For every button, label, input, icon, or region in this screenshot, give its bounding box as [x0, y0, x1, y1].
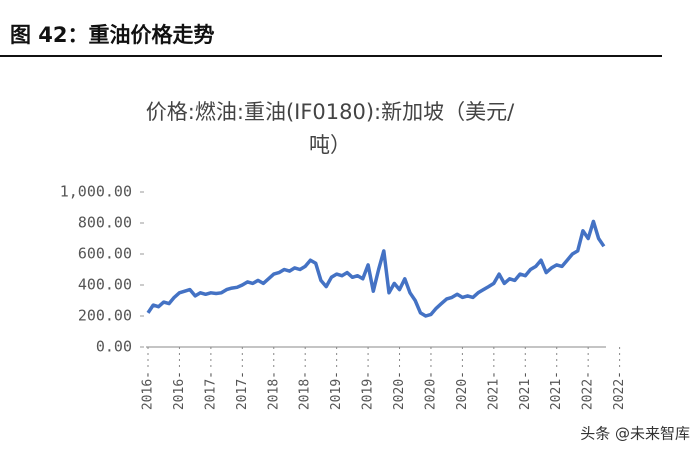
x-tick-label: 2019-: [361, 371, 376, 410]
x-tick-label: 2017-: [235, 371, 250, 410]
y-tick-label: 1,000.00: [60, 183, 132, 201]
x-tick-label: 2021-: [549, 371, 564, 410]
y-tick-label: 800.00: [78, 214, 132, 232]
y-tick-label: 0.00: [96, 338, 132, 356]
x-tick-label: 2021-: [486, 371, 501, 410]
x-tick-label: 2018-: [266, 371, 281, 410]
x-tick-label: 2020-: [455, 371, 470, 410]
y-tick-label: 400.00: [78, 276, 132, 294]
y-tick-label: 200.00: [78, 307, 132, 325]
x-tick-label: 2021-: [518, 371, 533, 410]
x-tick-label: 2022-: [612, 371, 627, 410]
x-tick-label: 2020-: [392, 371, 407, 410]
x-tick-label: 2019-: [329, 371, 344, 410]
chart-title: 价格:燃油:重油(IF0180):新加坡（美元/: [146, 100, 515, 124]
line-series: [146, 219, 606, 318]
x-tick-label: 2016-: [172, 371, 187, 410]
x-tick-label: 2020-: [423, 371, 438, 410]
chart-title: 吨）: [309, 133, 351, 157]
x-tick-label: 2022-: [581, 371, 596, 410]
figure-title: 图 42：重油价格走势: [10, 23, 215, 47]
x-tick-label: 2016-: [141, 371, 156, 410]
x-tick-label: 2017-: [203, 371, 218, 410]
watermark: 头条 @未来智库: [580, 425, 690, 443]
y-tick-label: 600.00: [78, 245, 132, 263]
x-tick-label: 2018-: [298, 371, 313, 410]
